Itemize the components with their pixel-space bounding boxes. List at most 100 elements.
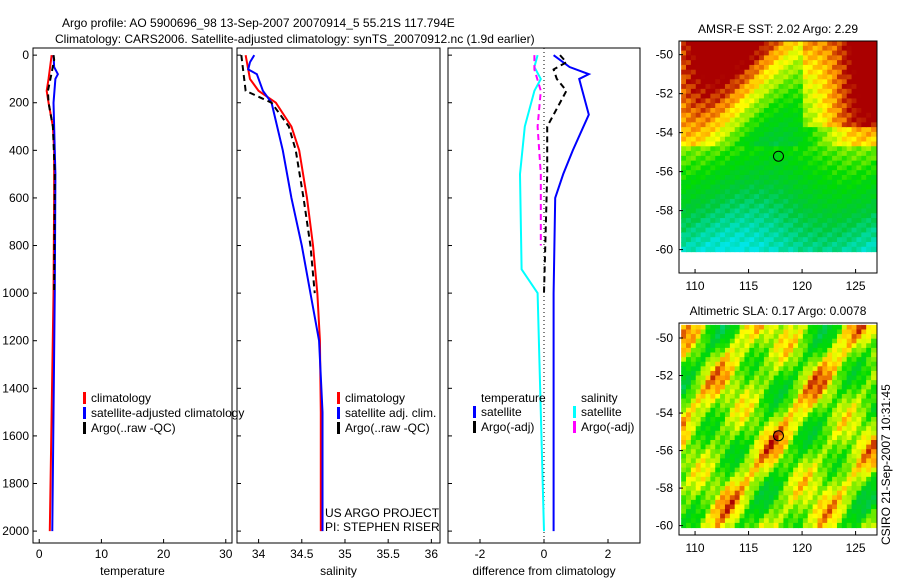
- heatmap-cell: [832, 203, 838, 210]
- heatmap-cell: [754, 184, 760, 190]
- y-tick-label: -58: [656, 204, 674, 218]
- heatmap-cell: [802, 384, 809, 390]
- heatmap-cell: [871, 55, 877, 61]
- heatmap-cell: [686, 41, 692, 47]
- heatmap-cell: [798, 146, 804, 152]
- heatmap-cell: [715, 444, 721, 450]
- heatmap-cell: [773, 232, 780, 238]
- argo-location-marker: [772, 150, 784, 162]
- heatmap-cell: [739, 84, 746, 90]
- heatmap-cell: [710, 194, 716, 200]
- heatmap-cell: [729, 398, 736, 404]
- heatmap-cell: [793, 430, 799, 436]
- heatmap-cell: [720, 472, 726, 478]
- heatmap-cell: [739, 107, 746, 114]
- heatmap-cell: [788, 213, 794, 219]
- heatmap-cell: [768, 334, 775, 340]
- heatmap-cell: [749, 412, 755, 418]
- heatmap-cell: [739, 146, 746, 152]
- heatmap-cell: [773, 50, 780, 56]
- heatmap-cell: [729, 213, 736, 219]
- heatmap-cell: [686, 160, 692, 167]
- heatmap-cell: [851, 398, 858, 404]
- heatmap-cell: [856, 499, 862, 506]
- heatmap-cell: [802, 357, 809, 363]
- heatmap-cell: [729, 227, 736, 234]
- heatmap-cell: [817, 41, 823, 47]
- heatmap-cell: [700, 324, 707, 331]
- heatmap-cell: [866, 389, 872, 395]
- heatmap-cell: [768, 407, 775, 413]
- heatmap-cell: [812, 370, 819, 377]
- heatmap-cell: [763, 509, 770, 515]
- heatmap-cell: [783, 440, 789, 446]
- heatmap-cell: [783, 246, 789, 253]
- heatmap-cell: [763, 151, 770, 157]
- heatmap-cell: [866, 84, 872, 90]
- heatmap-cell: [846, 509, 853, 515]
- heatmap-cell: [841, 370, 848, 377]
- heatmap-cell: [705, 79, 711, 85]
- heatmap-cell: [788, 84, 794, 90]
- heatmap-cell: [734, 426, 741, 432]
- heatmap-cell: [686, 122, 692, 128]
- heatmap-cell: [690, 426, 697, 432]
- heatmap-cell: [720, 504, 726, 510]
- heatmap-cell: [783, 112, 789, 119]
- heatmap-cell: [836, 64, 843, 71]
- heatmap-cell: [846, 370, 853, 377]
- heatmap-cell: [695, 218, 702, 224]
- heatmap-cell: [705, 112, 711, 119]
- heatmap-cell: [841, 421, 848, 427]
- heatmap-cell: [700, 384, 707, 390]
- heatmap-cell: [783, 60, 789, 66]
- heatmap-cell: [861, 160, 867, 167]
- heatmap-cell: [768, 352, 775, 358]
- heatmap-cell: [788, 518, 794, 524]
- heatmap-cell: [822, 357, 828, 363]
- heatmap-cell: [763, 403, 770, 409]
- heatmap-cell: [759, 430, 765, 436]
- heatmap-cell: [710, 334, 716, 340]
- heatmap-cell: [861, 329, 867, 335]
- heatmap-cell: [720, 495, 726, 501]
- heatmap-cell: [710, 435, 716, 441]
- heatmap-cell: [749, 55, 755, 61]
- heatmap-cell: [763, 60, 770, 66]
- heatmap-cell: [778, 141, 785, 147]
- heatmap-cell: [705, 60, 711, 66]
- heatmap-cell: [754, 41, 760, 47]
- heatmap-cell: [788, 338, 794, 344]
- heatmap-cell: [802, 444, 809, 450]
- heatmap-cell: [720, 112, 726, 119]
- heatmap-cell: [681, 246, 687, 253]
- heatmap-cell: [812, 435, 819, 441]
- heatmap-cell: [832, 324, 838, 331]
- heatmap-cell: [802, 112, 809, 119]
- heatmap-cell: [700, 60, 707, 66]
- heatmap-cell: [744, 421, 750, 427]
- heatmap-cell: [788, 490, 794, 496]
- heatmap-cell: [856, 509, 862, 515]
- heatmap-cell: [861, 165, 867, 171]
- heatmap-cell: [749, 366, 755, 372]
- heatmap-cell: [759, 467, 765, 473]
- heatmap-cell: [773, 366, 780, 372]
- heatmap-cell: [812, 45, 819, 52]
- heatmap-cell: [759, 486, 765, 492]
- heatmap-cell: [832, 146, 838, 152]
- heatmap-cell: [798, 476, 804, 483]
- heatmap-cell: [817, 481, 823, 487]
- heatmap-cell: [690, 476, 697, 483]
- heatmap-cell: [822, 361, 828, 367]
- heatmap-cell: [783, 324, 789, 331]
- title-line-1: Argo profile: AO 5900696_98 13-Sep-2007 …: [62, 16, 455, 30]
- heatmap-cell: [744, 165, 750, 171]
- heatmap-cell: [798, 136, 804, 143]
- heatmap-cell: [724, 227, 731, 234]
- heatmap-cell: [695, 495, 702, 501]
- heatmap-cell: [836, 449, 843, 455]
- heatmap-cell: [866, 60, 872, 66]
- heatmap-cell: [841, 384, 848, 390]
- heatmap-cell: [720, 518, 726, 524]
